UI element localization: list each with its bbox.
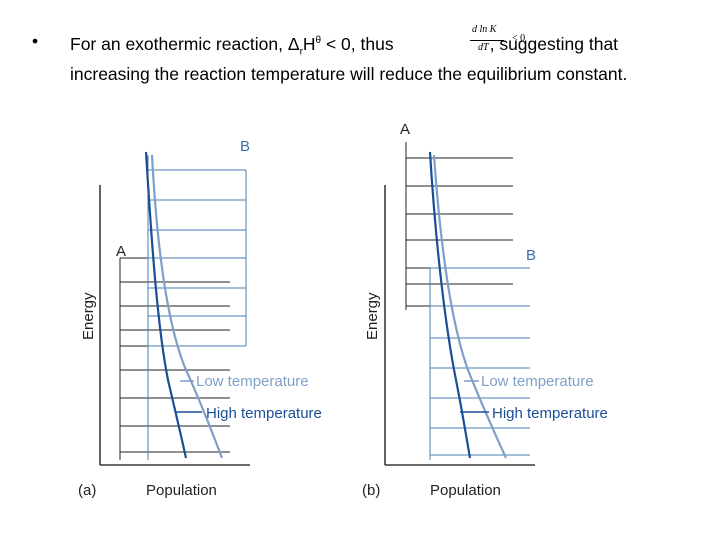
line1-part-c: < 0, thus xyxy=(321,33,394,54)
panel-a-high-temperature-curve xyxy=(144,151,188,459)
panel-a-x-label: Population xyxy=(146,482,217,499)
panel-b-levels-A xyxy=(405,142,513,310)
line1-part-a: For an exothermic reaction, Δ xyxy=(70,33,300,54)
panel-b-label-A: A xyxy=(400,121,410,138)
panel-b-tag: (b) xyxy=(362,482,380,499)
panel-b-high-label: High temperature xyxy=(492,405,608,422)
line1-part-d: , suggesting xyxy=(489,33,584,54)
panel-a-label-A: A xyxy=(116,243,126,260)
panel-a-high-label: High temperature xyxy=(206,405,322,422)
panel-b-levels-B xyxy=(429,267,530,460)
panel-a-axes xyxy=(99,185,250,466)
line2: that increasing the reaction temperature… xyxy=(70,33,628,85)
panel-a: A B Low temperature High temperature Ene… xyxy=(78,138,322,499)
panel-b: A B Low temperature High temperature Ene… xyxy=(362,121,608,499)
panel-a-tag: (a) xyxy=(78,482,96,499)
formula-fraction-bar xyxy=(470,40,504,41)
panel-b-low-temperature-curve xyxy=(432,154,508,459)
panel-b-axes xyxy=(384,185,535,466)
panel-b-label-B: B xyxy=(526,247,536,264)
panel-a-y-label: Energy xyxy=(80,292,97,340)
formula-numerator: d ln K xyxy=(472,24,497,35)
panel-b-x-label: Population xyxy=(430,482,501,499)
panel-b-y-label: Energy xyxy=(364,292,381,340)
bullet-text: For an exothermic reaction, ΔrHθ < 0, th… xyxy=(70,30,690,85)
formula-denominator: dT xyxy=(478,42,489,53)
panel-a-label-B: B xyxy=(240,138,250,155)
panel-b-high-temperature-curve xyxy=(428,151,472,459)
bullet-dot: • xyxy=(32,31,39,51)
panel-b-low-label: Low temperature xyxy=(481,373,594,390)
panel-a-levels-B xyxy=(147,155,247,460)
line1-sub: r xyxy=(299,46,303,58)
formula-condition: < 0 xyxy=(512,33,526,44)
dlnk-dt-formula: d ln K dT < 0 xyxy=(466,24,538,58)
line1-sup: θ xyxy=(315,35,322,46)
line1-part-b: H xyxy=(302,33,316,54)
panel-a-low-temperature-curve xyxy=(150,154,224,459)
panel-a-low-label: Low temperature xyxy=(196,373,309,390)
